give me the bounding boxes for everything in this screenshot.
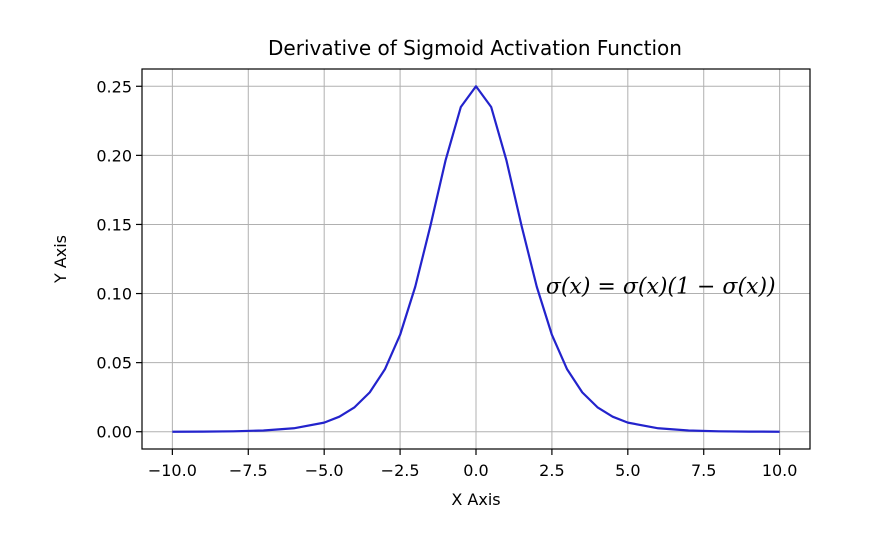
x-tick-label: 2.5 (539, 461, 564, 480)
y-tick-label: 0.00 (96, 423, 132, 442)
y-tick-label: 0.15 (96, 215, 132, 234)
y-tick-label: 0.20 (96, 146, 132, 165)
plot-area (172, 85, 780, 433)
y-axis-ticks: 0.00 0.05 0.10 0.15 0.20 0.25 (96, 77, 142, 442)
x-tick-label: −10.0 (148, 461, 197, 480)
x-axis-label: X Axis (451, 490, 500, 509)
x-tick-label: 7.5 (691, 461, 716, 480)
series-line (172, 85, 780, 433)
x-tick-label: −2.5 (381, 461, 420, 480)
y-axis-label: Y Axis (51, 235, 70, 284)
x-tick-label: −7.5 (229, 461, 268, 480)
y-tick-label: 0.10 (96, 285, 132, 304)
y-tick-label: 0.05 (96, 354, 132, 373)
x-tick-label: 0.0 (463, 461, 488, 480)
formula-annotation: σ(x) = σ(x)(1 − σ(x)) (546, 275, 776, 300)
chart-title: Derivative of Sigmoid Activation Functio… (268, 36, 682, 60)
x-tick-label: 10.0 (762, 461, 798, 480)
x-tick-label: 5.0 (615, 461, 640, 480)
grid (142, 69, 810, 449)
x-tick-label: −5.0 (305, 461, 344, 480)
x-axis-ticks: −10.0 −7.5 −5.0 −2.5 0.0 2.5 5.0 7.5 10.0 (148, 449, 798, 480)
y-tick-label: 0.25 (96, 77, 132, 96)
